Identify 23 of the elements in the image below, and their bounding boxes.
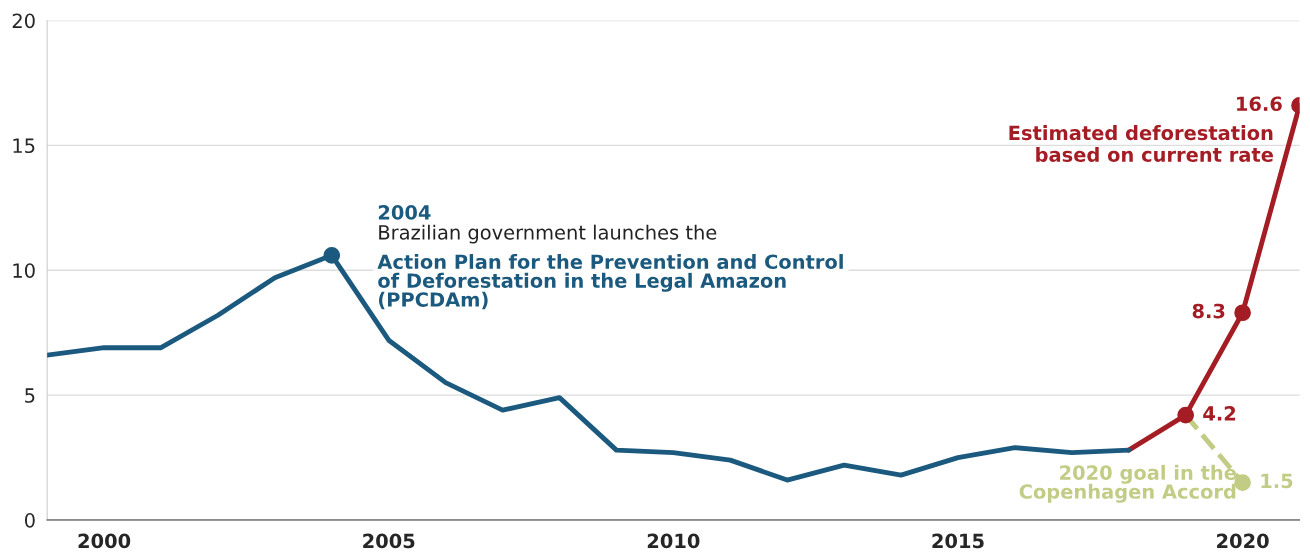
x-tick-label: 2015	[932, 533, 984, 549]
annotation: 2004	[378, 205, 431, 220]
point	[1234, 304, 1251, 322]
y-tick-label: 5	[25, 388, 35, 403]
series-label: Estimated deforestation based on current rate	[1009, 125, 1273, 162]
y-tick-label: 15	[13, 138, 35, 154]
annotation: Action Plan for the Prevention and Control of Deforestation in the Legal Amazon (PPCDAm)	[377, 254, 843, 310]
data-label: 8.3	[1192, 303, 1225, 319]
data-label: 1.5	[1261, 473, 1293, 489]
x-tick-label: 2000	[78, 533, 131, 549]
data-label: 16.6	[1237, 96, 1282, 112]
point	[1234, 474, 1251, 491]
y-tick-label: 20	[12, 13, 35, 29]
data-label: 4.2	[1203, 406, 1236, 421]
y-tick-label: 10	[13, 263, 35, 278]
x-tick-label: 2020	[1217, 533, 1269, 549]
point	[1177, 406, 1195, 424]
y-tick-label: 0	[24, 512, 35, 528]
point	[323, 246, 341, 264]
x-tick-label: 2005	[363, 533, 415, 549]
annotation: Brazilian government launches the	[379, 224, 717, 244]
series-label: 2020 goal in the Copenhagen Accord	[1019, 464, 1236, 503]
x-tick-label: 2010	[647, 533, 700, 549]
